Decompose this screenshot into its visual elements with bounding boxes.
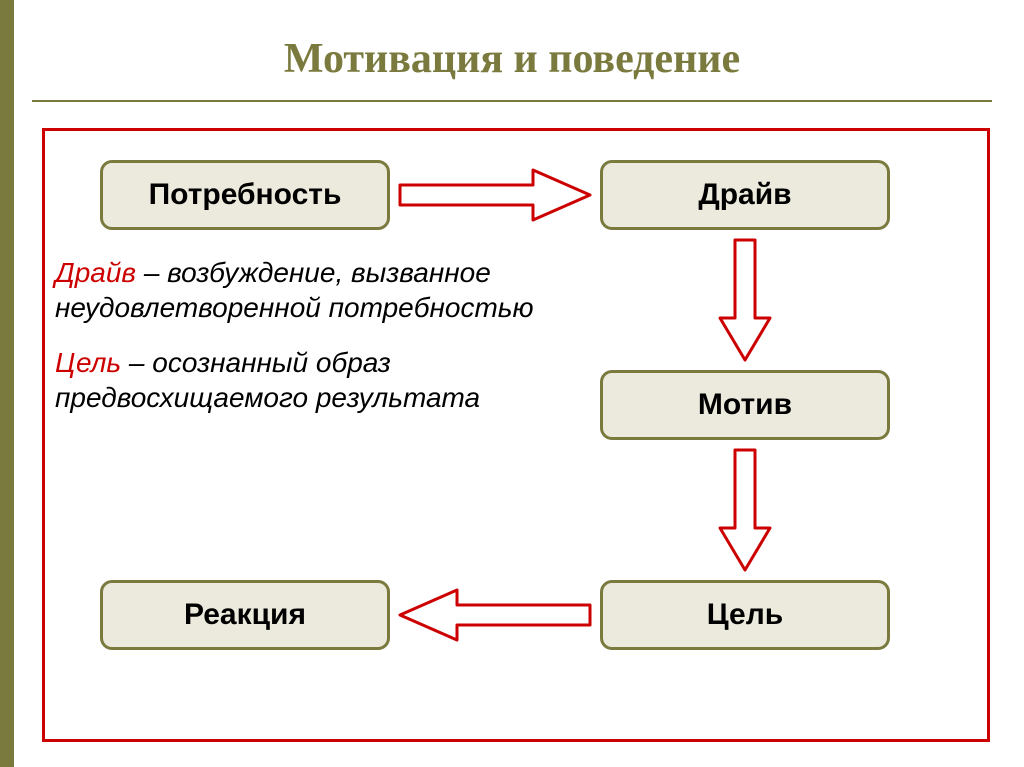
definition-text: Драйв – возбуждение, вызванное неудовлет…: [55, 255, 600, 325]
node-label: Реакция: [184, 598, 306, 632]
arrow-motive-to-goal: [720, 450, 770, 570]
left-accent-stripe: [0, 0, 14, 767]
node-label: Драйв: [698, 178, 791, 212]
node-need: Потребность: [100, 160, 390, 230]
node-label: Мотив: [698, 388, 792, 422]
node-label: Потребность: [149, 178, 342, 212]
arrow-goal-to-reaction: [400, 590, 590, 640]
arrow-drive-to-motive: [720, 240, 770, 360]
node-label: Цель: [707, 598, 783, 632]
arrow-need-to-drive: [400, 170, 590, 220]
definition-text: Цель – осознанный образ предвосхищаемого…: [55, 345, 600, 415]
slide: Мотивация и поведение Потребность Драйв Мо…: [0, 0, 1024, 767]
node-drive: Драйв: [600, 160, 890, 230]
node-motive: Мотив: [600, 370, 890, 440]
node-reaction: Реакция: [100, 580, 390, 650]
node-goal: Цель: [600, 580, 890, 650]
page-title: Мотивация и поведение: [90, 35, 934, 83]
title-underline: [32, 100, 992, 102]
